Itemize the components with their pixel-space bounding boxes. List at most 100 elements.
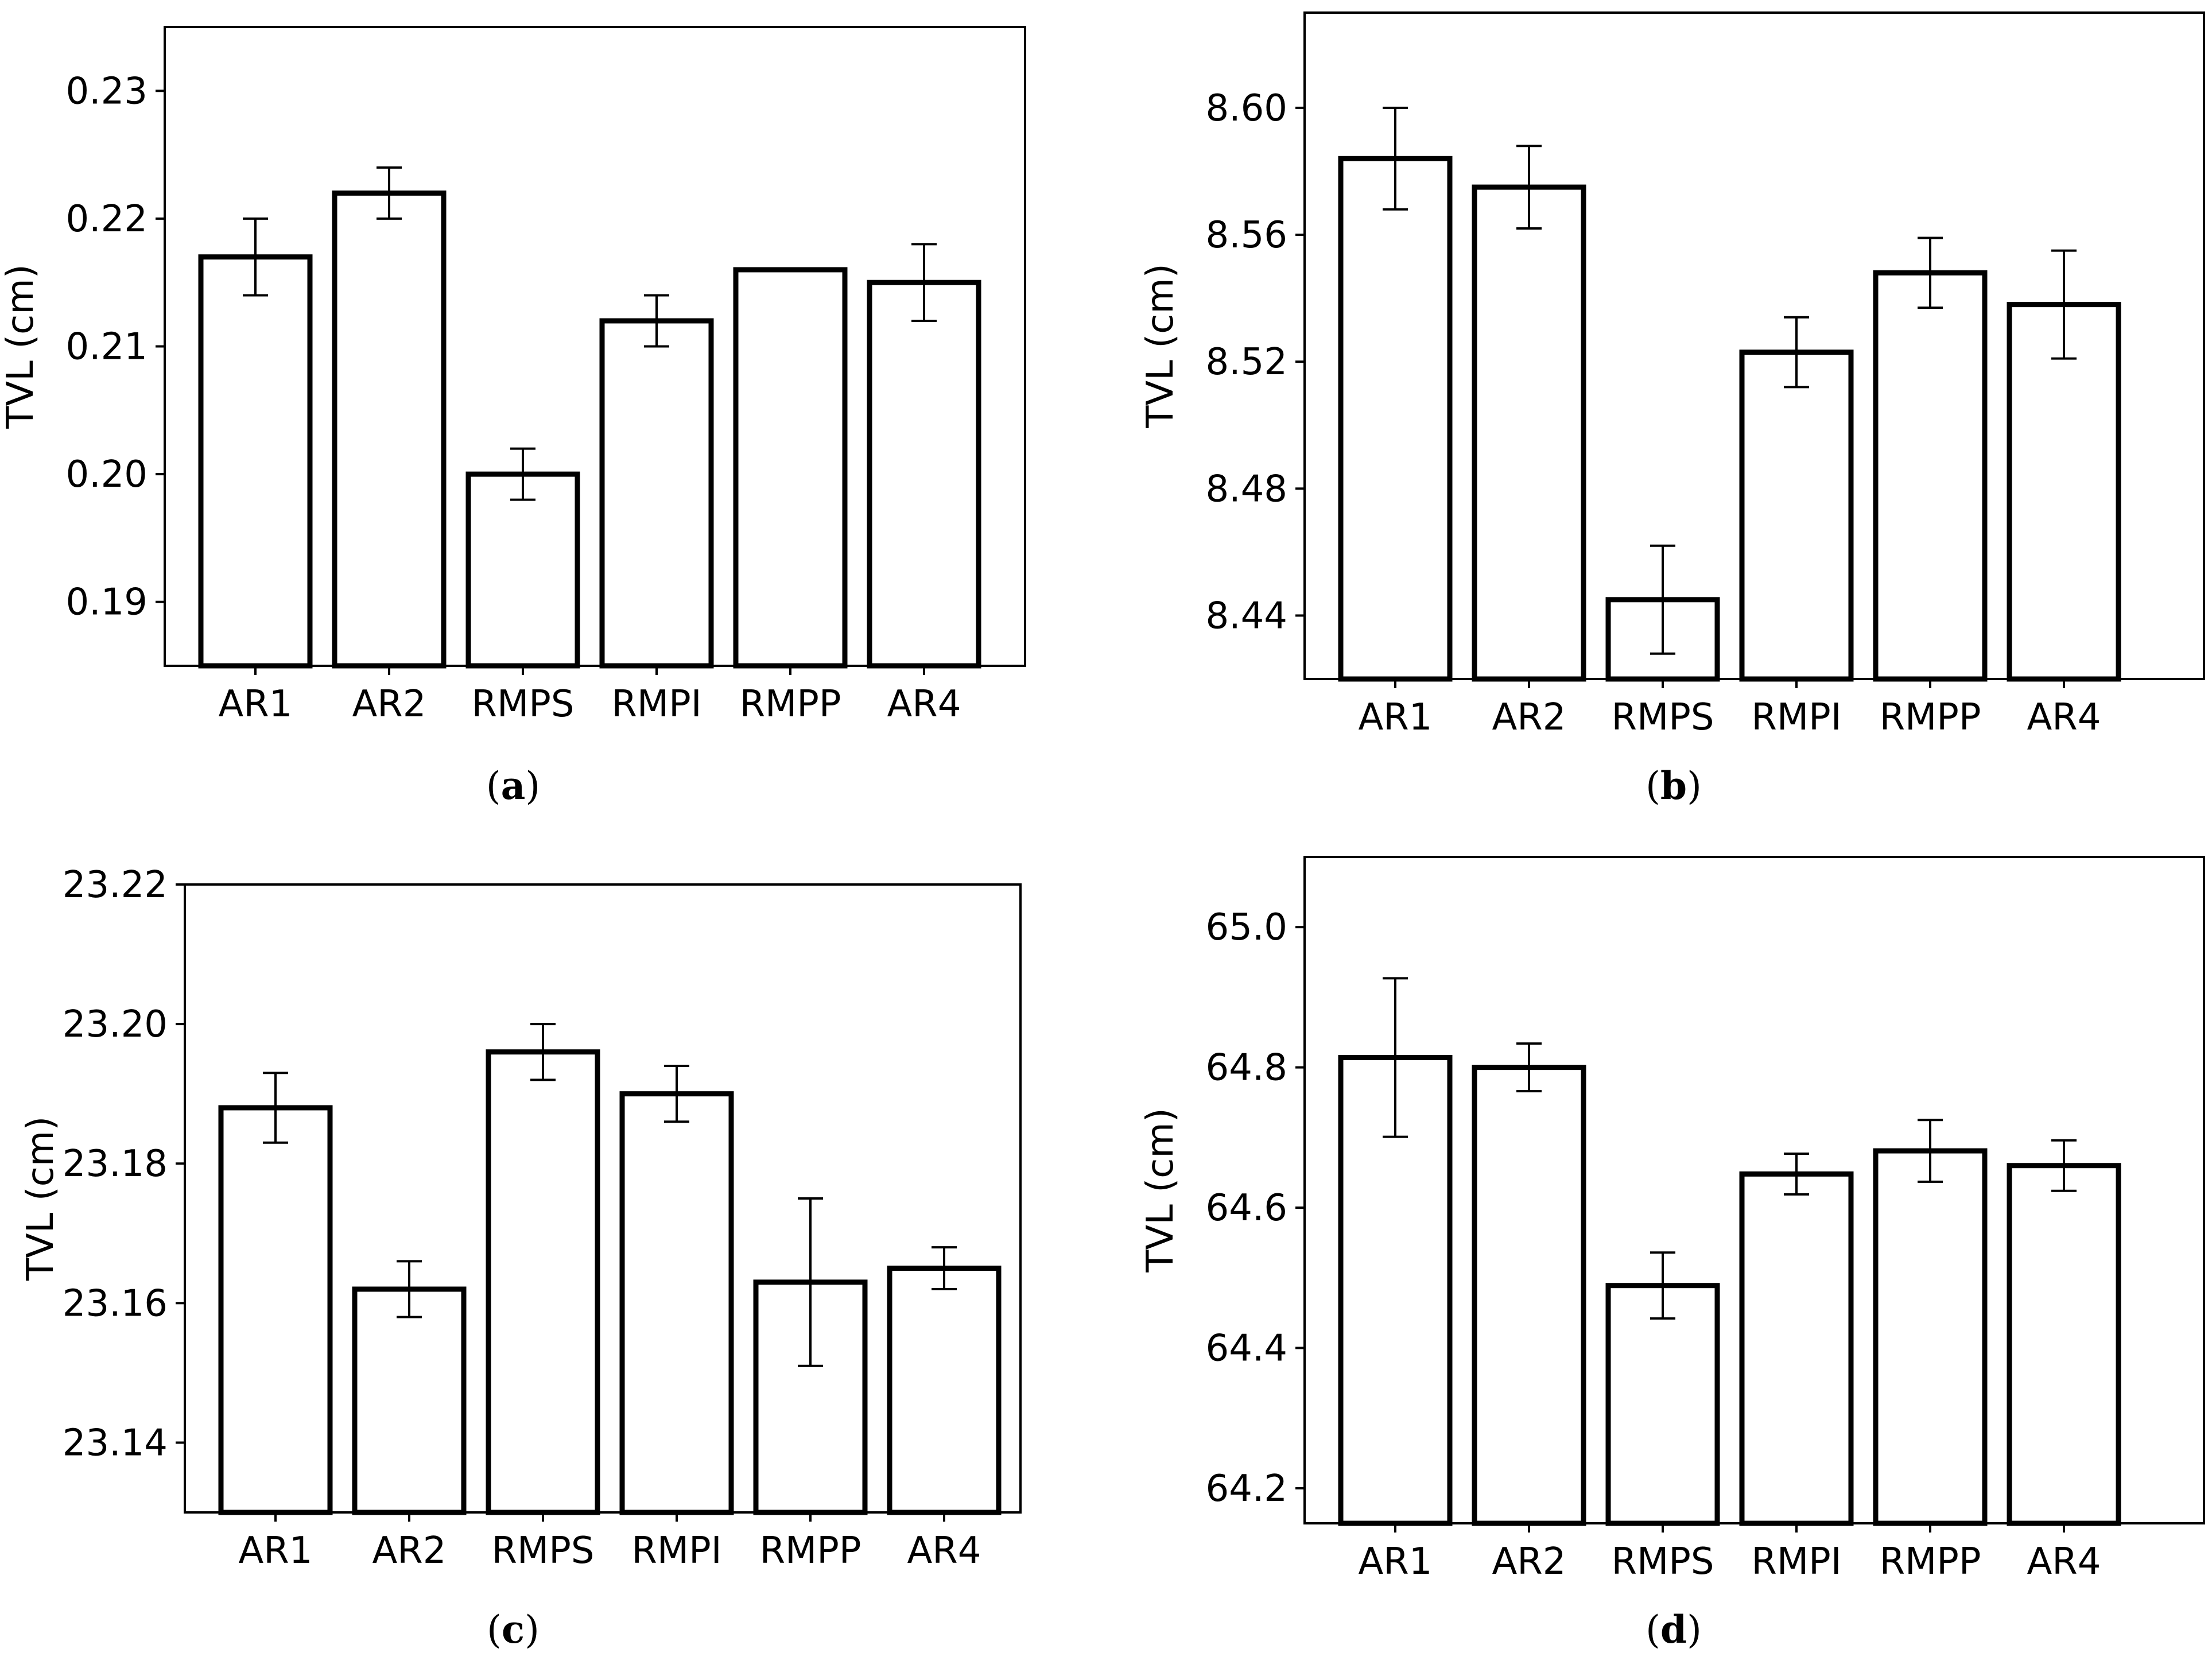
plot-frame-b xyxy=(1303,11,2205,680)
y-tick-label-a-2: 0.21 xyxy=(66,326,148,368)
error-bar-c-RMPP xyxy=(798,1197,823,1367)
chart-panel-a: 0.19 0.20 0.21 0.22 0.23 TVL (cm) AR1 AR2 RMPS RM… xyxy=(0,26,1026,808)
error-bar-b-AR1 xyxy=(1383,106,1408,211)
x-tick-label-b-RMPP: RMPP xyxy=(1880,696,1981,739)
x-tick-label-d-RMPI: RMPI xyxy=(1751,1541,1841,1583)
error-bar-d-RMPP xyxy=(1918,1119,1943,1183)
x-tick-label-c-RMPI: RMPI xyxy=(631,1530,721,1572)
bar-d-RMPI xyxy=(1739,1171,1854,1526)
error-bar-b-AR2 xyxy=(1516,145,1542,230)
error-bar-c-RMPI xyxy=(664,1065,689,1123)
bar-b-RMPI xyxy=(1739,350,1854,682)
y-tick-label-b-4: 8.60 xyxy=(1206,87,1288,130)
bar-c-AR4 xyxy=(887,1266,1002,1515)
x-tick-label-b-RMPS: RMPS xyxy=(1612,696,1714,739)
panel-caption-b: (b) xyxy=(1646,763,1702,808)
panel-caption-a: (a) xyxy=(486,763,540,808)
bar-a-RMPI xyxy=(599,318,714,669)
x-tick-label-d-AR2: AR2 xyxy=(1492,1541,1566,1583)
chart-panel-d: 64.2 64.4 64.6 64.8 65.0 TVL (cm) AR1 AR2 RMPS RM… xyxy=(1139,856,2205,1652)
bar-a-RMPS xyxy=(465,471,580,669)
x-tick-label-c-AR2: AR2 xyxy=(372,1530,447,1572)
y-tick-label-c-4: 23.22 xyxy=(63,864,168,906)
error-bar-c-AR4 xyxy=(932,1246,957,1291)
error-bar-d-AR2 xyxy=(1516,1042,1542,1093)
y-tick-label-a-4: 0.23 xyxy=(66,70,148,112)
bar-c-AR2 xyxy=(352,1286,467,1515)
chart-panel-c: 23.14 23.16 23.18 23.20 23.22 TVL (cm) AR1 AR2 R… xyxy=(20,864,1022,1652)
error-bar-a-AR2 xyxy=(377,166,402,220)
y-tick-label-a-1: 0.20 xyxy=(66,453,148,496)
bar-b-AR1 xyxy=(1338,156,1453,682)
error-bar-b-RMPI xyxy=(1784,316,1809,389)
x-tick-label-d-RMPS: RMPS xyxy=(1612,1541,1714,1583)
y-axis-label-a: TVL (cm) xyxy=(0,264,42,429)
x-tick-label-d-AR4: AR4 xyxy=(2027,1541,2101,1583)
x-tick-label-a-RMPI: RMPI xyxy=(611,683,701,726)
x-tick-label-a-AR1: AR1 xyxy=(219,683,293,726)
plot-frame-a xyxy=(164,26,1026,667)
error-bar-a-RMPS xyxy=(510,447,535,501)
bar-a-AR1 xyxy=(198,254,313,669)
bar-a-AR2 xyxy=(332,190,447,669)
x-tick-label-b-AR1: AR1 xyxy=(1359,696,1433,739)
error-bar-a-AR4 xyxy=(911,243,937,322)
error-bar-d-AR1 xyxy=(1383,977,1408,1138)
error-bar-c-RMPS xyxy=(530,1023,556,1081)
error-bar-a-AR1 xyxy=(243,217,268,297)
y-tick-label-c-0: 23.14 xyxy=(63,1422,168,1464)
panel-caption-c: (c) xyxy=(487,1607,540,1652)
bar-c-RMPI xyxy=(619,1091,734,1515)
bar-d-AR2 xyxy=(1472,1065,1586,1526)
y-tick-label-b-0: 8.44 xyxy=(1206,595,1288,637)
x-tick-label-c-RMPP: RMPP xyxy=(760,1530,861,1572)
y-tick-label-c-2: 23.18 xyxy=(63,1143,168,1185)
error-bar-c-AR2 xyxy=(397,1260,422,1318)
bar-a-RMPP xyxy=(733,267,848,669)
bar-d-RMPP xyxy=(1873,1148,1988,1526)
error-bar-b-AR4 xyxy=(2051,249,2077,360)
y-tick-label-c-3: 23.20 xyxy=(63,1003,168,1046)
bar-c-AR1 xyxy=(218,1105,333,1515)
x-tick-label-a-AR2: AR2 xyxy=(352,683,426,726)
y-tick-label-b-1: 8.48 xyxy=(1206,468,1288,510)
bar-b-AR2 xyxy=(1472,184,1586,682)
error-bar-b-RMPP xyxy=(1918,236,1943,309)
y-tick-label-d-1: 64.4 xyxy=(1206,1327,1288,1369)
x-tick-label-a-RMPS: RMPS xyxy=(472,683,575,726)
error-bar-b-RMPS xyxy=(1650,544,1675,655)
y-tick-label-d-3: 64.8 xyxy=(1206,1047,1288,1089)
error-bar-c-AR1 xyxy=(263,1072,288,1144)
bar-b-AR4 xyxy=(2007,302,2121,682)
y-axis-label-c: TVL (cm) xyxy=(20,1116,62,1281)
y-tick-label-b-2: 8.52 xyxy=(1206,341,1288,383)
error-bar-d-RMPI xyxy=(1784,1152,1809,1196)
panel-caption-d: (d) xyxy=(1646,1607,1702,1652)
x-tick-label-d-RMPP: RMPP xyxy=(1880,1541,1981,1583)
x-tick-label-c-AR4: AR4 xyxy=(907,1530,981,1572)
y-tick-label-c-1: 23.16 xyxy=(63,1282,168,1325)
chart-panel-b: 8.44 8.48 8.52 8.56 8.60 TVL (cm) AR1 AR2 RMPS RM… xyxy=(1139,11,2205,808)
x-tick-label-b-AR2: AR2 xyxy=(1492,696,1566,739)
x-tick-label-a-RMPP: RMPP xyxy=(740,683,841,726)
bar-b-RMPP xyxy=(1873,270,1988,682)
plot-frame-c xyxy=(184,883,1022,1514)
y-tick-label-d-2: 64.6 xyxy=(1206,1187,1288,1229)
bar-a-AR4 xyxy=(867,280,981,669)
plot-frame-d xyxy=(1303,856,2205,1524)
error-bar-d-RMPS xyxy=(1650,1251,1675,1320)
y-axis-label-d: TVL (cm) xyxy=(1139,1108,1182,1272)
y-tick-label-d-4: 65.0 xyxy=(1206,906,1288,949)
y-tick-label-a-3: 0.22 xyxy=(66,198,148,240)
x-tick-label-c-AR1: AR1 xyxy=(239,1530,313,1572)
bar-d-RMPS xyxy=(1605,1283,1720,1526)
x-tick-label-c-RMPS: RMPS xyxy=(492,1530,595,1572)
bar-d-AR4 xyxy=(2007,1163,2121,1526)
y-tick-label-a-0: 0.19 xyxy=(66,581,148,624)
x-tick-label-b-RMPI: RMPI xyxy=(1751,696,1841,739)
y-tick-label-b-3: 8.56 xyxy=(1206,214,1288,257)
error-bar-d-AR4 xyxy=(2051,1139,2077,1192)
y-axis-label-b: TVL (cm) xyxy=(1139,263,1182,428)
x-tick-label-a-AR4: AR4 xyxy=(887,683,961,726)
